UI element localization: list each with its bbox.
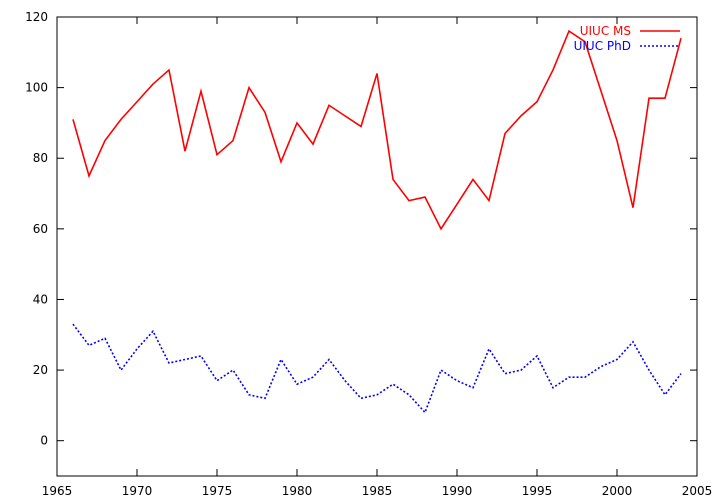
x-axis: 1965 1970 1975 1980 1985 1990 1995 2000 2005 — [42, 17, 713, 498]
x-tick-label: 2005 — [682, 484, 713, 498]
y-axis: 0 20 40 60 80 100 120 — [25, 10, 697, 448]
x-tick-label: 1970 — [122, 484, 153, 498]
series-line-uiuc-ms — [72, 29, 682, 231]
x-tick-label: 1985 — [362, 484, 393, 498]
x-tick-label: 1965 — [42, 484, 73, 498]
x-tick-label: 1990 — [442, 484, 473, 498]
y-tick-label: 20 — [33, 363, 48, 377]
y-tick-label: 60 — [33, 222, 48, 236]
y-tick-label: 120 — [25, 10, 48, 24]
x-tick-label: 2000 — [602, 484, 633, 498]
x-tick-label: 1995 — [522, 484, 553, 498]
y-tick-label: 0 — [40, 434, 48, 448]
y-tick-label: 100 — [25, 81, 48, 95]
legend-label-uiuc-phd: UIUC PhD — [574, 39, 631, 53]
series-line-uiuc-phd — [72, 323, 682, 414]
y-tick-label: 80 — [33, 151, 48, 165]
y-tick-label: 40 — [33, 292, 48, 306]
plot-frame — [56, 16, 698, 477]
x-tick-label: 1980 — [282, 484, 313, 498]
legend-label-uiuc-ms: UIUC MS — [580, 24, 631, 38]
series-layer — [72, 29, 682, 414]
x-tick-label: 1975 — [202, 484, 233, 498]
